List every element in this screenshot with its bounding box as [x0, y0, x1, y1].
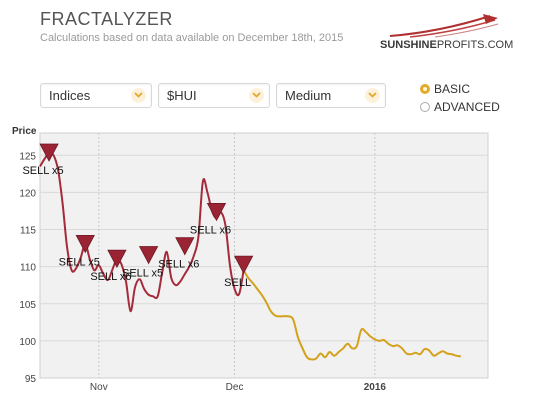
sell-signal-label: SELL x5 — [59, 256, 100, 268]
sell-signal-label: SELL x5 — [22, 165, 63, 177]
ticker-select-value: $HUI — [167, 88, 197, 103]
ticker-select[interactable]: $HUI — [158, 83, 270, 108]
y-axis-label: Price — [12, 126, 37, 137]
sell-signal: SELL x5 — [22, 143, 64, 177]
sell-marker-icon — [138, 246, 159, 265]
sunshine-profits-logo[interactable]: SUNSHINEPROFITS.COM — [380, 12, 530, 58]
x-tick-label: 2016 — [364, 382, 387, 393]
y-tick-label: 115 — [20, 226, 36, 237]
radio-unselected-icon — [420, 102, 430, 112]
horizon-select[interactable]: Medium — [276, 83, 386, 108]
projection-price-line — [242, 269, 462, 361]
sell-signal: SELL — [224, 255, 254, 289]
sell-signal-label: SELL x6 — [158, 259, 199, 271]
radio-basic-label: BASIC — [434, 82, 471, 96]
y-tick-label: 110 — [20, 263, 36, 274]
radio-basic[interactable]: BASIC — [420, 82, 470, 96]
chevron-down-icon — [249, 88, 264, 103]
sell-marker-icon — [233, 255, 254, 275]
sell-marker-icon — [75, 234, 95, 254]
radio-advanced[interactable]: ADVANCED — [420, 100, 500, 114]
logo-swoosh-icon — [389, 14, 499, 38]
sell-signal-label: SELL x6 — [190, 224, 231, 236]
sell-signal: SELL x5 — [59, 234, 100, 268]
fractal-chart: 95 100 105 110 115 120 125 Price Nov Dec 2016 SELL … — [0, 126, 535, 402]
x-tick-label: Nov — [90, 382, 108, 393]
horizon-select-value: Medium — [285, 88, 332, 103]
sell-signal-label: SELL x5 — [122, 268, 163, 280]
radio-selected-icon — [420, 84, 430, 94]
y-tick-label: 95 — [25, 374, 37, 385]
app-subtitle: Calculations based on data available on … — [40, 32, 344, 44]
historical-price-line — [39, 151, 245, 313]
y-tick-label: 120 — [19, 188, 36, 199]
x-tick-label: Dec — [226, 382, 244, 393]
sell-signal: SELL x6 — [190, 203, 231, 236]
sell-signal-label: SELL x6 — [90, 271, 131, 283]
sell-marker-icon — [39, 143, 59, 162]
market-select-value: Indices — [49, 88, 91, 103]
sell-marker-icon — [107, 249, 127, 269]
radio-advanced-label: ADVANCED — [434, 100, 500, 114]
y-tick-label: 100 — [19, 337, 36, 348]
logo-text: SUNSHINEPROFITS.COM — [380, 39, 514, 51]
y-tick-label: 105 — [19, 300, 36, 311]
sell-signal: SELL x5 — [122, 246, 163, 280]
y-tick-label: 125 — [19, 151, 36, 162]
sell-marker-icon — [206, 203, 227, 222]
app-title: FRACTALYZER — [40, 9, 173, 29]
sell-signal: SELL x6 — [90, 249, 132, 283]
sell-marker-icon — [175, 237, 195, 256]
sell-signal: SELL x6 — [158, 237, 199, 271]
sell-signal-label: SELL — [224, 277, 251, 289]
chevron-down-icon — [131, 88, 146, 103]
market-select[interactable]: Indices — [40, 83, 152, 108]
chevron-down-icon — [365, 88, 380, 103]
chart-svg: 95 100 105 110 115 120 125 Price Nov Dec 2016 SELL … — [12, 126, 489, 393]
